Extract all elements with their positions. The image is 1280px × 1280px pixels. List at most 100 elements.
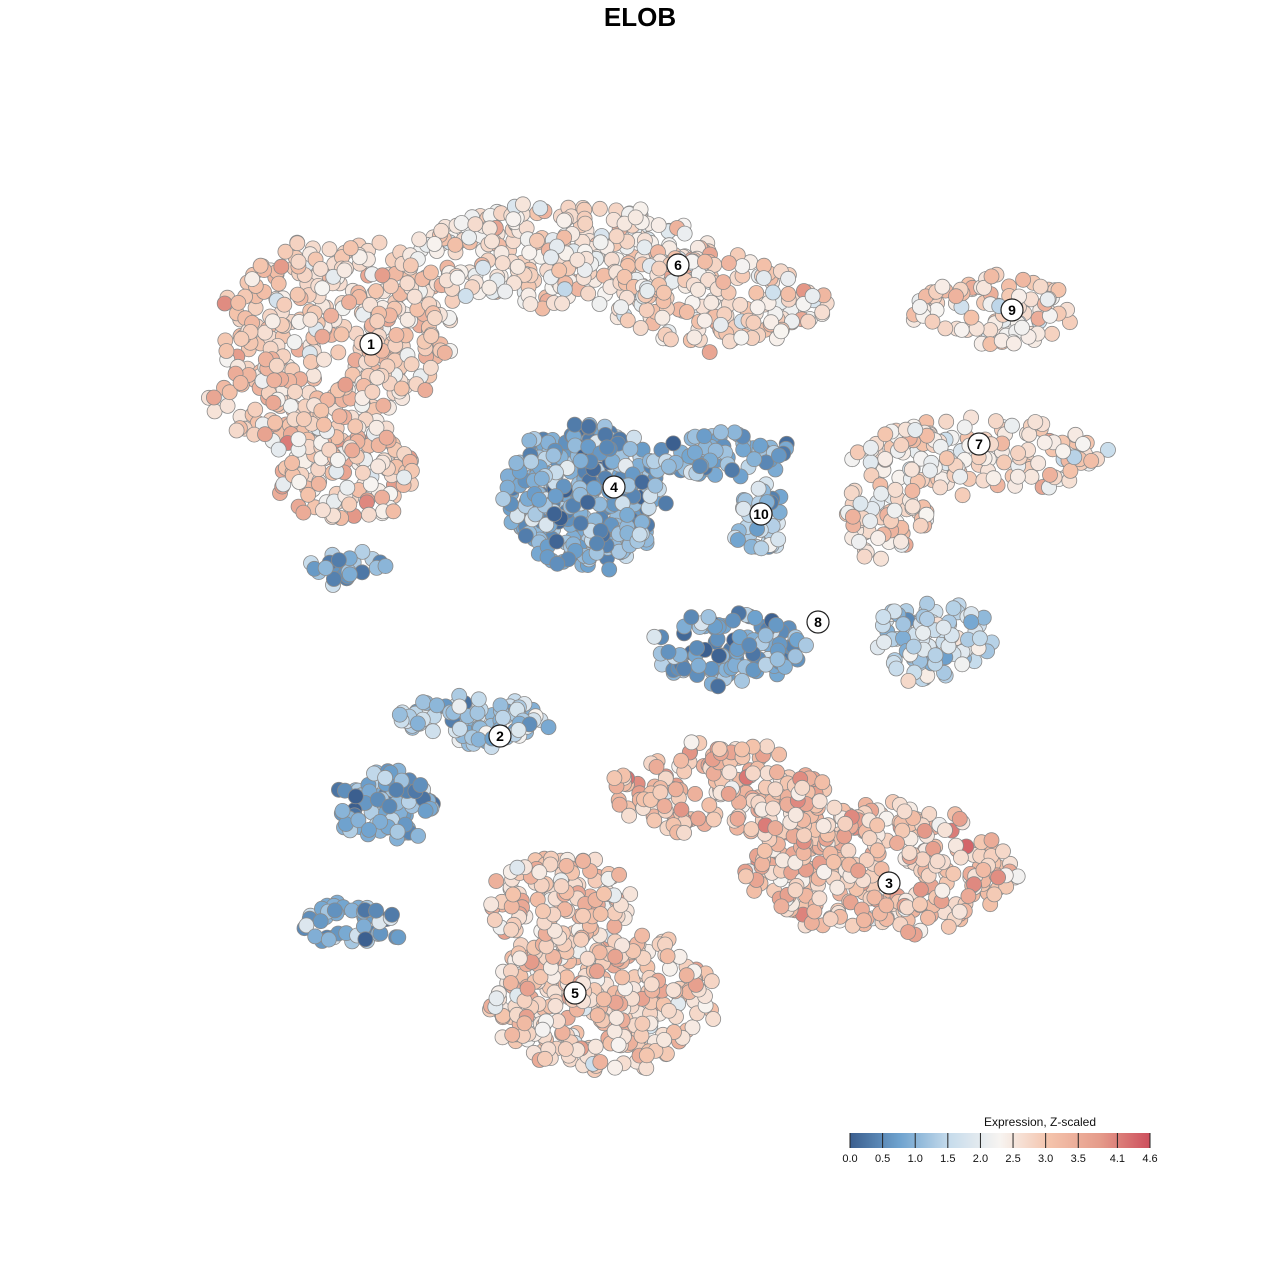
- cell-point: [350, 812, 367, 829]
- cell-point: [333, 326, 350, 343]
- cell-point: [747, 610, 763, 626]
- cell-point: [667, 781, 684, 798]
- cell-point: [378, 429, 395, 446]
- cell-point: [557, 1041, 574, 1057]
- cell-point: [822, 911, 839, 927]
- cell-point: [935, 619, 952, 636]
- cell-point: [735, 500, 752, 517]
- cell-point: [505, 211, 522, 228]
- legend-tick-label: 0.0: [842, 1153, 857, 1165]
- cell-point: [475, 259, 491, 276]
- cell-point: [877, 451, 894, 467]
- cell-point: [614, 969, 631, 986]
- cell-point: [815, 818, 832, 834]
- cell-point: [369, 791, 386, 808]
- cell-point: [546, 506, 563, 522]
- cell-point: [858, 852, 875, 868]
- cell-point: [990, 869, 1006, 886]
- cell-point: [1042, 466, 1058, 483]
- cluster-label-10: 10: [753, 506, 769, 522]
- cell-point: [252, 257, 269, 274]
- cell-point: [572, 452, 589, 469]
- cell-point: [934, 278, 951, 295]
- cell-point: [622, 441, 639, 457]
- cell-point: [587, 1038, 604, 1055]
- cell-point: [354, 464, 371, 481]
- cell-point: [1014, 319, 1030, 336]
- cluster-label-9: 9: [1008, 302, 1016, 318]
- cell-point: [447, 236, 464, 253]
- cell-point: [553, 878, 570, 895]
- cell-point: [607, 1059, 623, 1076]
- cluster-label-1: 1: [367, 336, 375, 352]
- cell-point: [302, 353, 319, 370]
- cluster-label-3: 3: [885, 875, 893, 891]
- cell-point: [912, 299, 928, 315]
- cell-point: [878, 897, 895, 914]
- cell-point: [985, 470, 1002, 487]
- cell-point: [988, 413, 1004, 430]
- cell-point: [389, 823, 406, 840]
- cell-point: [734, 741, 750, 758]
- cell-point: [396, 469, 413, 486]
- cell-point: [316, 416, 332, 433]
- cell-point: [915, 625, 931, 641]
- cell-point: [873, 485, 890, 502]
- cell-point: [341, 294, 358, 311]
- cell-point: [300, 486, 317, 503]
- cell-point: [547, 998, 564, 1014]
- cluster-label-4: 4: [610, 479, 618, 495]
- cell-point: [770, 531, 787, 548]
- cell-point: [661, 1002, 677, 1019]
- cell-point: [927, 647, 944, 664]
- cell-point: [842, 894, 859, 911]
- cell-point: [712, 316, 729, 333]
- cell-point: [829, 879, 846, 896]
- cell-point: [1030, 455, 1047, 472]
- cell-point: [710, 678, 726, 695]
- cell-point: [607, 948, 624, 965]
- cell-point: [554, 295, 570, 312]
- cell-point: [314, 502, 331, 519]
- cell-point: [759, 738, 775, 755]
- cell-point: [247, 401, 264, 418]
- cell-point: [1075, 436, 1091, 452]
- cell-point: [921, 806, 938, 822]
- cell-point: [794, 779, 811, 796]
- cell-point: [347, 788, 364, 805]
- cell-point: [511, 950, 528, 967]
- cell-point: [621, 807, 637, 824]
- cell-point: [374, 489, 391, 506]
- cell-point: [426, 310, 443, 326]
- cell-point: [329, 452, 346, 468]
- cell-point: [436, 344, 453, 361]
- cell-point: [287, 383, 303, 400]
- cell-point: [651, 260, 667, 277]
- cell-point: [321, 441, 338, 458]
- cell-point: [634, 474, 651, 491]
- cell-point: [904, 498, 921, 515]
- cell-point: [869, 842, 886, 859]
- cell-point: [870, 530, 886, 546]
- cell-point: [895, 616, 912, 633]
- cell-point: [771, 746, 787, 763]
- cell-point: [771, 447, 787, 464]
- cell-point: [732, 296, 749, 313]
- cell-point: [951, 903, 968, 920]
- cell-point: [963, 309, 980, 326]
- cell-point: [837, 815, 854, 832]
- cell-point: [960, 888, 977, 904]
- cell-point: [938, 450, 955, 467]
- cell-point: [388, 327, 405, 343]
- cell-point: [690, 281, 706, 298]
- cell-point: [634, 1015, 651, 1032]
- cell-point: [385, 503, 402, 520]
- cell-point: [289, 286, 306, 303]
- cell-point: [700, 609, 717, 625]
- cell-point: [330, 344, 347, 361]
- cell-point: [377, 558, 394, 574]
- cell-point: [1006, 335, 1022, 352]
- cell-point: [390, 929, 407, 946]
- cell-point: [412, 777, 429, 793]
- cell-point: [497, 283, 514, 300]
